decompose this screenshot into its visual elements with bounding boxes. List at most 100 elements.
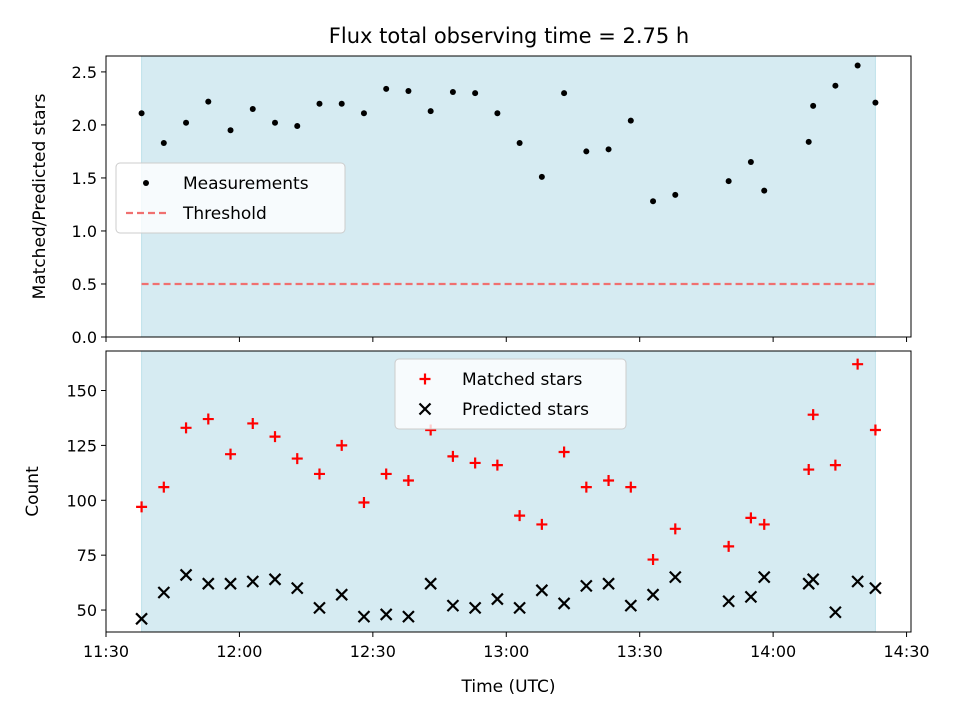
matched-stars-point xyxy=(202,413,214,425)
matched-stars-point xyxy=(536,518,548,530)
predicted-stars-point xyxy=(744,590,758,604)
x-tick-label: 13:30 xyxy=(617,642,663,661)
measurement-point xyxy=(627,117,634,124)
x-tick-label: 13:00 xyxy=(483,642,529,661)
matched-stars-point xyxy=(247,417,259,429)
predicted-stars-point xyxy=(313,601,326,615)
predicted-stars-point xyxy=(513,601,526,615)
matched-stars-point xyxy=(380,468,392,480)
predicted-stars-point xyxy=(202,577,215,590)
legend-label: Measurements xyxy=(183,174,309,194)
matched-stars-point xyxy=(647,554,659,566)
x-tick-label: 14:30 xyxy=(883,642,929,661)
legend-box xyxy=(115,162,346,234)
measurement-point xyxy=(854,62,861,69)
x-axis-label: Time (UTC) xyxy=(461,677,556,697)
y-tick-label: 75 xyxy=(77,546,97,565)
measurement-point xyxy=(872,99,879,106)
matched-stars-point xyxy=(723,540,735,552)
measurement-point xyxy=(160,139,167,146)
measurement-point xyxy=(605,146,612,153)
measurement-point xyxy=(538,173,545,180)
y-tick-label: 100 xyxy=(66,491,97,510)
legend-box xyxy=(394,358,627,430)
x-tick-label: 11:30 xyxy=(83,642,129,661)
measurement-point xyxy=(138,110,145,117)
legend-dot-marker xyxy=(143,180,149,186)
bottom-panel: 50 75 100 125 150 11:30 12:00 12:30 13:00 13:30 14… xyxy=(23,350,930,697)
predicted-stars-point xyxy=(290,581,304,595)
x-tick-label: 14:00 xyxy=(750,642,796,661)
predicted-stars-point xyxy=(402,610,415,623)
predicted-stars-point xyxy=(806,573,820,586)
measurement-point xyxy=(747,159,754,166)
measurement-point xyxy=(183,119,190,126)
measurement-point xyxy=(272,119,279,126)
matched-stars-point xyxy=(136,501,148,513)
predicted-stars-point xyxy=(157,586,171,599)
predicted-stars-point xyxy=(135,612,148,626)
matched-stars-point xyxy=(603,475,615,487)
measurement-point xyxy=(360,110,367,117)
measurement-point xyxy=(650,198,657,205)
predicted-stars-point xyxy=(446,599,460,612)
y-tick-label: 50 xyxy=(77,601,97,620)
measurement-point xyxy=(383,85,390,92)
predicted-stars-point xyxy=(535,584,549,597)
matched-stars-point xyxy=(313,468,325,480)
matched-stars-point xyxy=(514,510,526,522)
measurement-point xyxy=(249,106,256,113)
measurement-point xyxy=(725,178,732,185)
matched-stars-point xyxy=(180,422,192,434)
predicted-stars-point xyxy=(851,575,864,588)
measurement-point xyxy=(449,89,456,96)
measurement-point xyxy=(227,127,234,134)
y-tick-label: 2.5 xyxy=(72,63,97,82)
predicted-stars-point xyxy=(829,605,842,619)
measurement-point xyxy=(810,102,817,109)
chart-title: Flux total observing time = 2.75 h xyxy=(329,24,689,48)
predicted-stars-point xyxy=(722,594,735,608)
matched-stars-point xyxy=(491,459,503,471)
measurement-point xyxy=(583,148,590,155)
legend-label: Matched stars xyxy=(462,370,582,390)
legend-label: Threshold xyxy=(182,204,267,224)
matched-stars-point xyxy=(669,523,681,535)
y-tick-label: 125 xyxy=(66,436,97,455)
matched-stars-point xyxy=(758,518,770,530)
y-tick-label: 0.0 xyxy=(72,328,97,347)
measurement-point xyxy=(516,139,523,146)
matched-stars-point xyxy=(358,496,370,508)
y-tick-label: 0.5 xyxy=(72,275,97,294)
predicted-stars-point xyxy=(246,575,260,588)
measurement-point xyxy=(761,187,768,194)
matched-stars-point xyxy=(158,481,170,493)
matched-stars-point xyxy=(336,439,348,451)
predicted-stars-point xyxy=(669,570,682,584)
matched-stars-point xyxy=(402,475,414,487)
predicted-stars-point xyxy=(646,588,660,601)
measurement-point xyxy=(672,191,679,198)
matched-stars-point xyxy=(291,453,303,465)
predicted-stars-point xyxy=(602,577,615,590)
x-tick-label: 12:00 xyxy=(216,642,262,661)
predicted-stars-point xyxy=(468,601,482,615)
predicted-stars-point xyxy=(580,579,593,593)
top-plot-frame xyxy=(105,55,912,338)
legend-x-marker xyxy=(418,402,432,416)
predicted-stars-point xyxy=(869,581,882,595)
matched-stars-point xyxy=(829,459,841,471)
matched-stars-point xyxy=(269,431,281,443)
predicted-stars-point xyxy=(179,568,193,582)
measurement-point xyxy=(805,138,812,145)
predicted-stars-point xyxy=(357,610,371,623)
y-tick-label: 1.0 xyxy=(72,222,97,241)
legend-label: Predicted stars xyxy=(462,400,589,420)
top-panel: 0.0 0.5 1.0 1.5 2.0 2.5 Matched/Predicted star… xyxy=(30,55,912,347)
measurement-point xyxy=(405,87,412,94)
matched-stars-point xyxy=(580,481,592,493)
measurement-point xyxy=(338,100,345,107)
y-tick-label: 1.5 xyxy=(72,169,97,188)
predicted-stars-point xyxy=(379,608,393,621)
